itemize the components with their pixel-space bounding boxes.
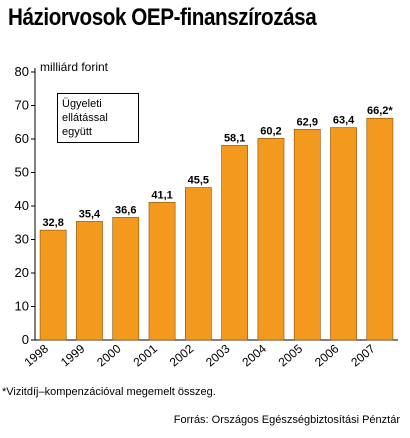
bar: [76, 221, 103, 341]
footnote: *Vizitdíj–kompenzációval megemelt összeg…: [2, 386, 216, 398]
bar-value-label: 35,4: [79, 208, 101, 220]
bar: [330, 127, 357, 341]
x-tick-label: 2007: [348, 341, 378, 369]
bar: [221, 145, 249, 341]
x-tick-label: 2002: [167, 341, 197, 369]
x-tick-label: 2005: [276, 341, 306, 369]
y-tick-label: 70: [15, 98, 29, 113]
bar: [293, 128, 321, 341]
bar-value-label: 62,9: [297, 116, 318, 128]
y-axis-unit-label: milliárd forint: [40, 60, 109, 74]
bar: [39, 229, 67, 341]
bar: [148, 202, 176, 341]
bar: [366, 117, 394, 341]
y-tick-label: 60: [15, 131, 29, 146]
y-tick-label: 20: [15, 265, 29, 280]
x-tick-label: 2006: [312, 341, 342, 369]
x-tick-label: 1999: [58, 341, 88, 369]
x-tick-label: 2001: [131, 341, 161, 369]
x-tick-label: 2000: [94, 341, 124, 369]
y-tick-label: 50: [15, 165, 29, 180]
bar: [112, 217, 140, 341]
y-tick-label: 10: [15, 299, 29, 314]
bar: [184, 187, 212, 341]
bar-value-label: 60,2: [260, 125, 281, 137]
chart-title: Háziorvosok OEP-finanszírozása: [8, 4, 317, 31]
bar-value-label: 36,6: [115, 204, 136, 216]
y-tick-label: 0: [22, 332, 29, 347]
x-tick-label: 2003: [203, 341, 233, 369]
y-tick-label: 30: [15, 232, 29, 247]
bar-value-label: 41,1: [151, 189, 172, 201]
bar: [257, 138, 285, 341]
y-tick-label: 40: [15, 198, 29, 213]
bar-value-label: 45,5: [188, 175, 209, 187]
y-tick-label: 80: [15, 64, 29, 79]
bar-value-label: 32,8: [42, 217, 63, 229]
bar-value-label: 63,4: [333, 115, 355, 127]
source-note: Forrás: Országos Egészségbiztosítási Pén…: [173, 414, 400, 426]
bar-value-label: 66,2*: [367, 105, 393, 117]
x-tick-label: 2004: [239, 341, 269, 369]
bar-value-label: 58,1: [224, 132, 245, 144]
annotation-box: Ügyeleti ellátással együtt: [57, 93, 139, 143]
